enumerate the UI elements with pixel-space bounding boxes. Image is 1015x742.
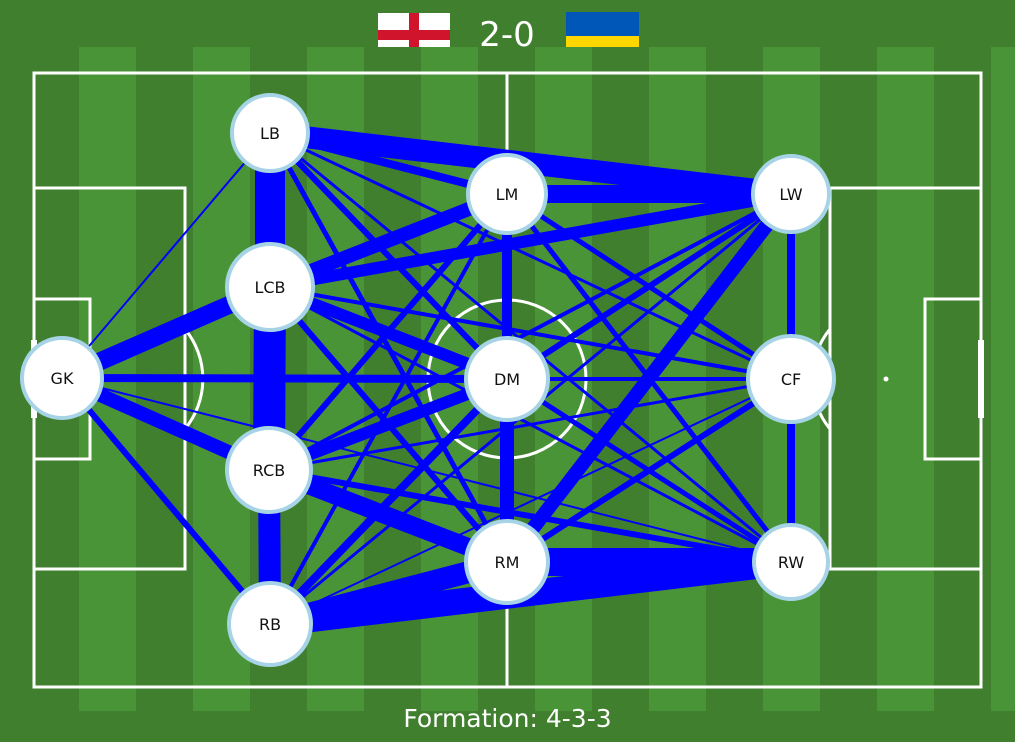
pitch-stripe — [991, 47, 1015, 711]
pass-line-rb-cf — [269, 378, 792, 625]
player-label: RM — [495, 553, 520, 572]
player-node-lm: LM — [466, 153, 548, 235]
player-label: RW — [778, 553, 804, 572]
pass-line-rm-cf — [505, 376, 793, 565]
player-label: LM — [496, 185, 519, 204]
player-node-lb: LB — [230, 93, 310, 173]
pass-line-gk-lb — [61, 132, 271, 379]
pass-line-lb-rm — [267, 131, 510, 564]
player-label: CF — [781, 370, 801, 389]
player-label: DM — [494, 370, 520, 389]
player-label: RB — [259, 615, 281, 634]
player-node-dm: DM — [464, 336, 550, 422]
player-node-lw: LW — [751, 154, 831, 234]
player-label: GK — [51, 369, 74, 388]
pass-line-rb-lm — [268, 193, 509, 625]
pass-line-lcb-lw — [268, 188, 793, 293]
pass-line-gk-dm — [61, 374, 508, 383]
player-nodes: GK LB LCB RCB RB LM DM RM LW CF RW — [20, 93, 836, 667]
player-label: LCB — [254, 278, 285, 297]
player-node-rb: RB — [227, 581, 313, 667]
player-node-cf: CF — [746, 334, 836, 424]
player-node-rw: RW — [752, 523, 830, 601]
pass-line-lb-dm — [267, 130, 510, 382]
pass-line-dm-lw — [505, 191, 793, 382]
player-node-rm: RM — [464, 519, 550, 605]
player-label: LB — [260, 124, 280, 143]
pass-line-rcb-lw — [268, 192, 792, 472]
pass-line-gk-rb — [59, 376, 273, 626]
formation-label: Formation: 4-3-3 — [403, 704, 612, 733]
player-node-gk: GK — [20, 336, 104, 420]
pass-line-rb-dm — [267, 376, 510, 627]
pass-line-rm-lw — [501, 189, 797, 567]
player-label: RCB — [253, 461, 285, 480]
pass-line-lb-cf — [269, 131, 792, 381]
pass-line-rcb-lm — [266, 192, 510, 472]
player-node-rcb: RCB — [225, 426, 313, 514]
right-penalty-spot — [883, 376, 889, 382]
pass-line-rcb-cf — [268, 377, 792, 472]
player-node-lcb: LCB — [225, 242, 315, 332]
pass-line-rcb-rw — [268, 467, 792, 565]
player-label: LW — [779, 185, 802, 204]
